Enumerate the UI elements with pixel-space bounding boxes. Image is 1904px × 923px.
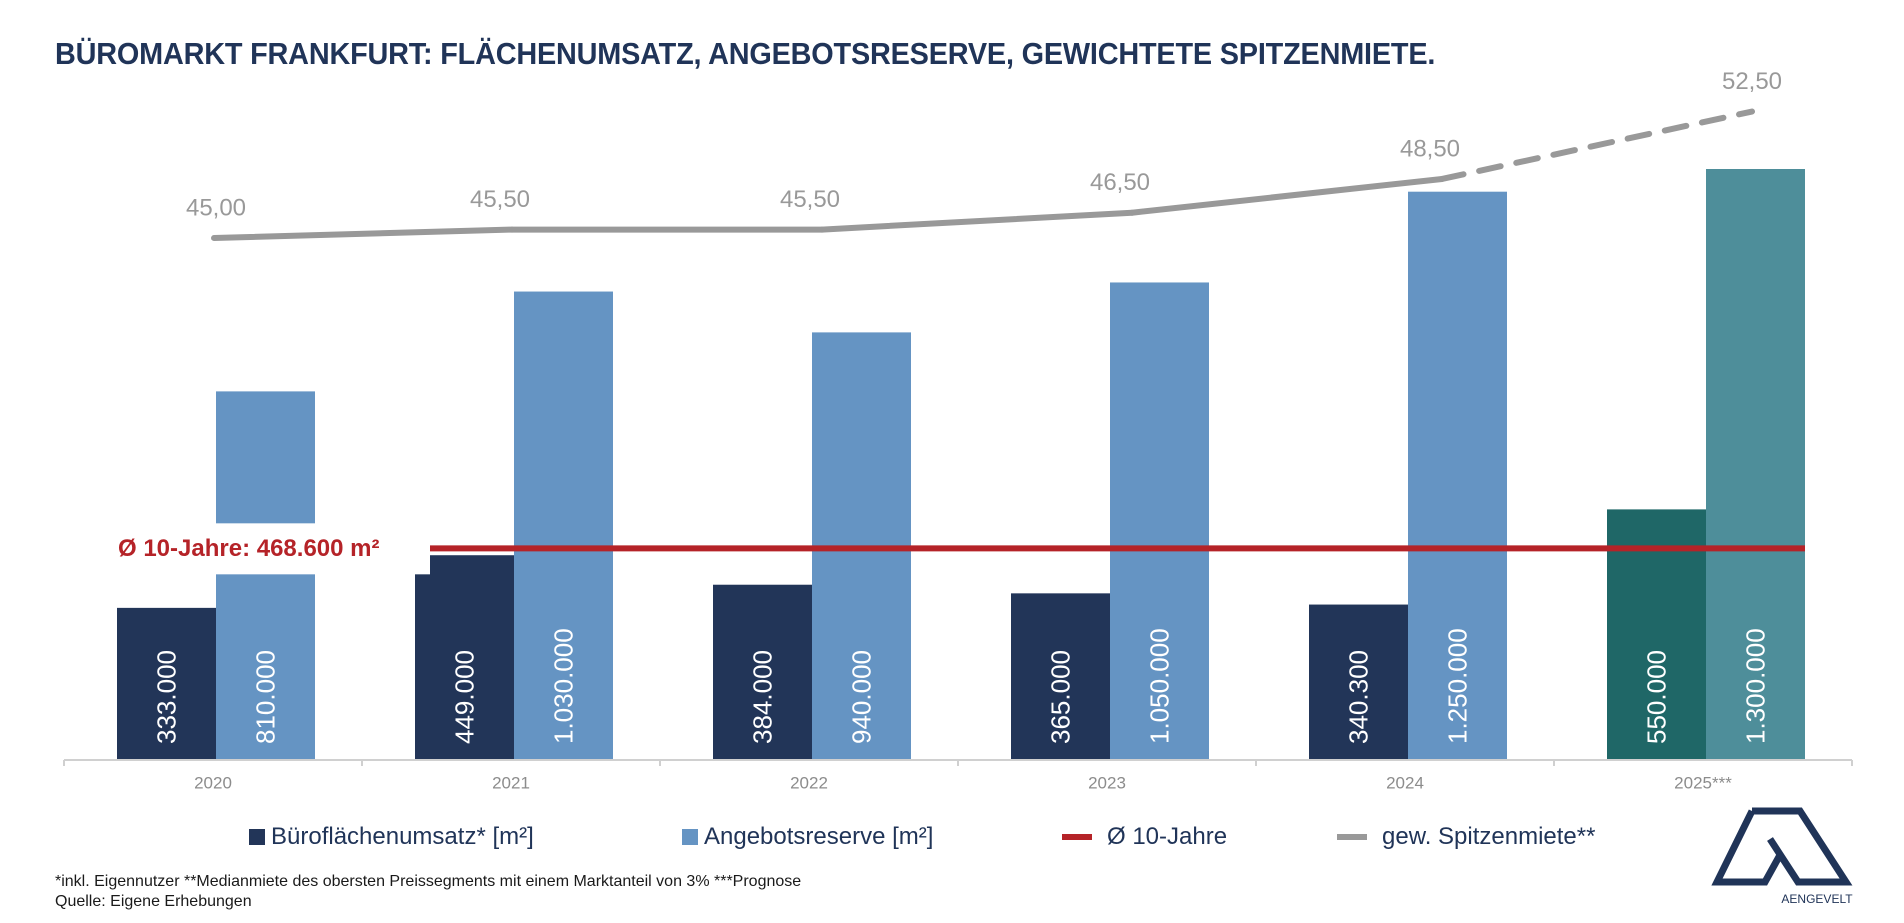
rent-data-label: 52,50: [1722, 68, 1782, 95]
rent-line-segment-forecast: [1439, 108, 1755, 182]
bar-value-label-angebot: 1.030.000: [549, 628, 579, 744]
bar-value-label-angebot: 1.250.000: [1443, 628, 1473, 744]
average-reference-label: Ø 10-Jahre: 468.600 m²: [118, 535, 379, 562]
reference-line-group: Ø 10-Jahre: 468.600 m²: [108, 523, 1805, 575]
footnote-source: Quelle: Eigene Erhebungen: [55, 893, 252, 910]
bar-angebot-2024: [1408, 191, 1507, 759]
legend-swatch-angebot: [682, 829, 698, 845]
rent-line-segment: [819, 209, 1135, 233]
legend-item-average: Ø 10-Jahre: [1062, 822, 1227, 852]
legend-item-rent: gew. Spitzenmiete**: [1337, 822, 1595, 852]
legend-label-angebot: Angebotsreserve [m²]: [704, 823, 934, 850]
legend-item-umsatz: Büroflächenumsatz* [m²]: [249, 822, 534, 852]
x-tick-label: 2020: [194, 774, 232, 793]
x-tick-label: 2022: [790, 774, 828, 793]
aengevelt-logo: AENGEVELT: [1711, 807, 1853, 906]
logo-mark-icon: [1711, 807, 1853, 886]
rent-line-series: [211, 108, 1755, 241]
x-tick-label: 2023: [1088, 774, 1126, 793]
legend-item-angebot: Angebotsreserve [m²]: [682, 822, 933, 852]
legend-swatch-umsatz: [249, 829, 265, 845]
x-axis: [63, 759, 1853, 766]
bar-value-label-umsatz: 449.000: [450, 650, 480, 744]
rent-data-label: 45,50: [780, 186, 840, 213]
bar-angebot-2025: [1706, 169, 1805, 759]
bar-value-label-angebot: 810.000: [251, 650, 281, 744]
bar-umsatz-2022: [713, 584, 812, 759]
chart-title: BÜROMARKT FRANKFURT: FLÄCHENUMSATZ, ANGE…: [55, 36, 1436, 71]
x-tick-label: 2021: [492, 774, 530, 793]
x-tick-label: 2024: [1386, 774, 1424, 793]
bar-group: [117, 169, 1805, 759]
legend-label-umsatz: Büroflächenumsatz* [m²]: [271, 823, 534, 850]
rent-line-labels: 45,00 45,50 45,50 46,50 48,50 52,50: [186, 68, 1782, 221]
bar-angebot-2020: [216, 391, 315, 759]
bar-umsatz-2023: [1011, 593, 1110, 759]
reference-label-background: [108, 523, 430, 575]
bar-umsatz-2024: [1309, 604, 1408, 759]
logo-wordmark: AENGEVELT: [1781, 892, 1853, 906]
bar-value-label-umsatz: 333.000: [152, 650, 182, 744]
bar-value-label-umsatz: 340.300: [1344, 650, 1374, 744]
rent-line-segment: [211, 226, 515, 241]
bar-umsatz-2020: [117, 607, 216, 759]
bar-value-label-angebot: 1.050.000: [1145, 628, 1175, 744]
rent-line-segment: [1129, 175, 1445, 216]
rent-data-label: 46,50: [1090, 169, 1150, 196]
legend-swatch-average: [1062, 834, 1092, 840]
rent-data-label: 45,50: [470, 186, 530, 213]
legend-label-rent: gew. Spitzenmiete**: [1382, 823, 1596, 850]
legend-label-average: Ø 10-Jahre: [1107, 823, 1228, 850]
legend-swatch-rent: [1337, 834, 1367, 840]
bar-angebot-2023: [1110, 282, 1209, 759]
bar-angebot-2021: [514, 291, 613, 759]
bar-value-label-angebot: 1.300.000: [1741, 628, 1771, 744]
rent-data-label: 48,50: [1400, 135, 1460, 162]
footnote-definitions: *inkl. Eigennutzer **Medianmiete des obe…: [55, 873, 802, 890]
bar-value-label-umsatz: 365.000: [1046, 650, 1076, 744]
bar-value-label-umsatz: 550.000: [1642, 650, 1672, 744]
x-tick-label: 2025***: [1674, 774, 1732, 793]
x-tick-labels: 2020 2021 2022 2023 2024 2025***: [194, 774, 1732, 793]
bar-value-label-umsatz: 384.000: [748, 650, 778, 744]
bar-umsatz-2021: [415, 555, 514, 759]
rent-data-label: 45,00: [186, 195, 246, 222]
bar-value-labels: 333.000 810.000 449.000 1.030.000 384.000 940…: [152, 628, 1771, 744]
bar-value-label-angebot: 940.000: [847, 650, 877, 744]
